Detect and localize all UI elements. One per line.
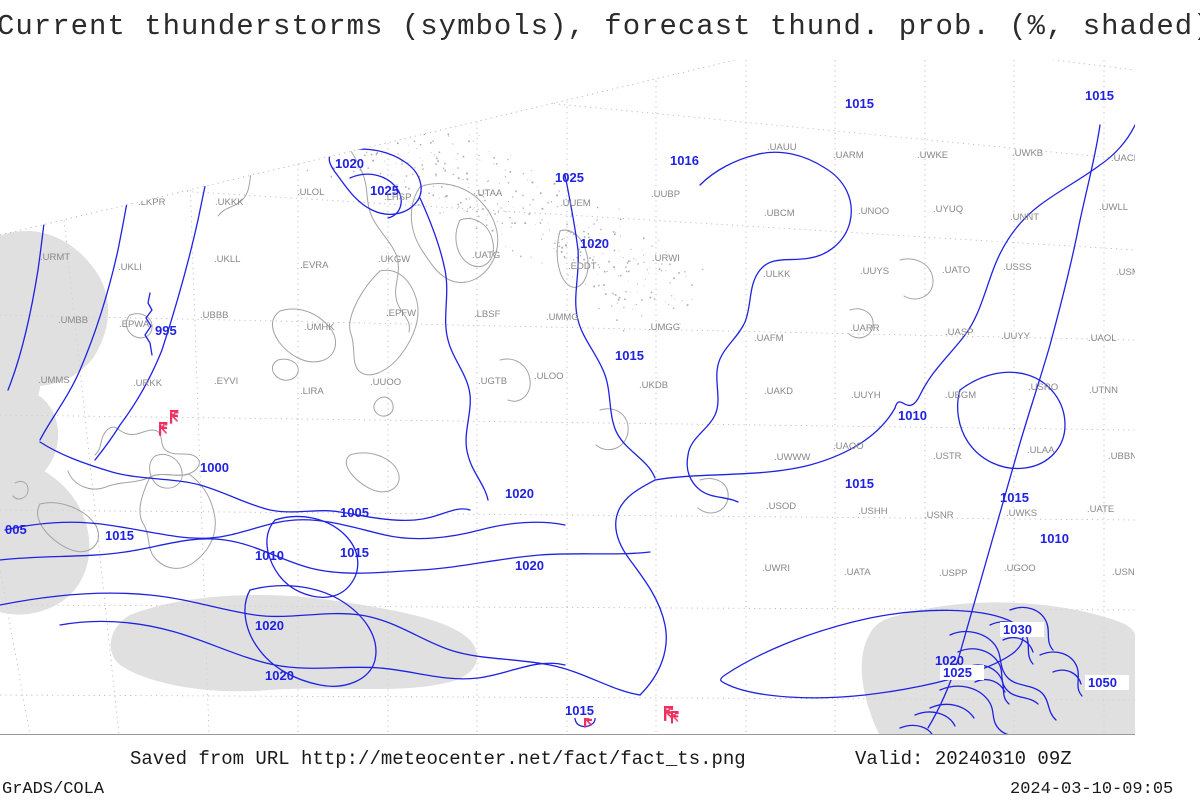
svg-text:.UNOO: .UNOO	[858, 206, 889, 217]
svg-text:.USRO: .USRO	[1028, 382, 1058, 393]
svg-text:.UAKD: .UAKD	[764, 386, 793, 397]
svg-text:.URWI: .URWI	[652, 253, 680, 264]
svg-text:1025: 1025	[555, 170, 584, 185]
svg-text:.UGOO: .UGOO	[1004, 563, 1036, 574]
svg-text:.UMHK: .UMHK	[304, 322, 335, 333]
svg-text:.UUBP: .UUBP	[651, 189, 680, 200]
svg-text:1015: 1015	[565, 703, 594, 718]
svg-text:.UAOL: .UAOL	[1088, 333, 1117, 344]
svg-text:1015: 1015	[845, 476, 874, 491]
svg-text:.UBBB: .UBBB	[200, 310, 229, 321]
svg-text:1005: 1005	[340, 505, 369, 520]
svg-text:.UUYH: .UUYH	[851, 390, 881, 401]
svg-text:.URMT: .URMT	[40, 252, 70, 263]
svg-text:.UAUU: .UAUU	[767, 142, 797, 153]
svg-text:.USPP: .USPP	[939, 568, 968, 579]
svg-text:.LIRA: .LIRA	[300, 386, 324, 397]
svg-text:.UUEM: .UUEM	[560, 198, 591, 209]
svg-text:.LBSF: .LBSF	[474, 309, 501, 320]
svg-text:.UATO: .UATO	[942, 265, 970, 276]
svg-text:.USOD: .USOD	[766, 501, 796, 512]
svg-text:1020: 1020	[580, 236, 609, 251]
svg-text:.EDDT: .EDDT	[568, 261, 597, 272]
svg-text:1015: 1015	[1000, 490, 1029, 505]
svg-text:.UBCM: .UBCM	[764, 208, 795, 219]
svg-text:1010: 1010	[255, 548, 284, 563]
svg-text:.UTNN: .UTNN	[1089, 385, 1118, 396]
svg-text:.ULAA: .ULAA	[1027, 445, 1055, 456]
svg-text:.EYVI: .EYVI	[214, 376, 238, 387]
svg-text:.UATG: .UATG	[472, 250, 500, 261]
svg-text:1020: 1020	[335, 156, 364, 171]
svg-text:.URKK: .URKK	[133, 378, 163, 389]
svg-text:.UUOO: .UUOO	[370, 377, 401, 388]
svg-text:.USNR: .USNR	[924, 510, 954, 521]
svg-text:.UKGW: .UKGW	[378, 254, 410, 265]
svg-text:.UTAA: .UTAA	[475, 188, 503, 199]
svg-text:.UAOO: .UAOO	[833, 441, 864, 452]
svg-text:.UKLL: .UKLL	[214, 254, 240, 265]
svg-text:.UMMS: .UMMS	[38, 375, 70, 386]
svg-text:1000: 1000	[200, 460, 229, 475]
svg-text:.UNNT: .UNNT	[1010, 212, 1039, 223]
svg-text:.UBBN: .UBBN	[1108, 451, 1137, 462]
svg-text:.UWKS: .UWKS	[1006, 508, 1037, 519]
svg-text:1015: 1015	[845, 96, 874, 111]
svg-text:.UYUQ: .UYUQ	[933, 204, 963, 215]
svg-text:.UWWW: .UWWW	[774, 452, 810, 463]
svg-text:.USMU: .USMU	[1116, 267, 1147, 278]
svg-text:1020: 1020	[515, 558, 544, 573]
svg-text:.UWLL: .UWLL	[1099, 202, 1128, 213]
svg-text:.UMGG: .UMGG	[648, 322, 680, 333]
svg-text:1020: 1020	[265, 668, 294, 683]
svg-text:.UATA: .UATA	[844, 567, 871, 578]
svg-text:.UARM: .UARM	[833, 150, 864, 161]
svg-text:005: 005	[5, 522, 27, 537]
svg-text:.UKKK: .UKKK	[215, 197, 244, 208]
svg-text:.UKLI: .UKLI	[118, 262, 142, 273]
svg-text:.EPWA: .EPWA	[119, 319, 150, 330]
svg-text:1050: 1050	[1088, 675, 1117, 690]
svg-text:.UASP: .UASP	[945, 327, 974, 338]
svg-text:.UMBB: .UMBB	[58, 315, 88, 326]
svg-text:995: 995	[155, 323, 177, 338]
svg-text:.UACP: .UACP	[1111, 153, 1140, 164]
svg-text:.UWKE: .UWKE	[917, 150, 948, 161]
svg-text:1016: 1016	[670, 153, 699, 168]
svg-text:.UGTB: .UGTB	[478, 376, 507, 387]
svg-text:.UATE: .UATE	[1087, 504, 1114, 515]
svg-text:1020: 1020	[255, 618, 284, 633]
svg-text:.USHH: .USHH	[858, 506, 888, 517]
svg-text:.UAFM: .UAFM	[754, 333, 784, 344]
svg-text:.EPFW: .EPFW	[386, 308, 416, 319]
svg-text:.UARR: .UARR	[850, 323, 880, 334]
svg-text:1030: 1030	[1003, 622, 1032, 637]
svg-text:.ULKK: .ULKK	[763, 269, 791, 280]
svg-text:.EVRA: .EVRA	[300, 260, 329, 271]
svg-text:1010: 1010	[898, 408, 927, 423]
svg-text:1010: 1010	[1040, 531, 1069, 546]
svg-text:.UMMG: .UMMG	[546, 312, 579, 323]
svg-text:.UWRI: .UWRI	[762, 563, 790, 574]
svg-text:.UBGM: .UBGM	[945, 390, 976, 401]
svg-text:1015: 1015	[340, 545, 369, 560]
svg-text:.UKDB: .UKDB	[639, 380, 668, 391]
svg-text:.UUYY: .UUYY	[1001, 331, 1031, 342]
svg-text:1020: 1020	[935, 653, 964, 668]
svg-text:.ULOL: .ULOL	[297, 187, 324, 198]
svg-text:1020: 1020	[505, 486, 534, 501]
svg-text:.USTR: .USTR	[933, 451, 962, 462]
svg-text:1015: 1015	[1085, 88, 1114, 103]
svg-text:.UUYS: .UUYS	[860, 266, 889, 277]
svg-text:.LHSP: .LHSP	[384, 192, 411, 203]
svg-text:.USNN: .USNN	[1112, 567, 1142, 578]
svg-text:1015: 1015	[615, 348, 644, 363]
svg-text:.UWKB: .UWKB	[1012, 148, 1043, 159]
svg-text:.USSS: .USSS	[1003, 262, 1032, 273]
svg-text:.ULOO: .ULOO	[534, 371, 564, 382]
svg-text:1015: 1015	[105, 528, 134, 543]
